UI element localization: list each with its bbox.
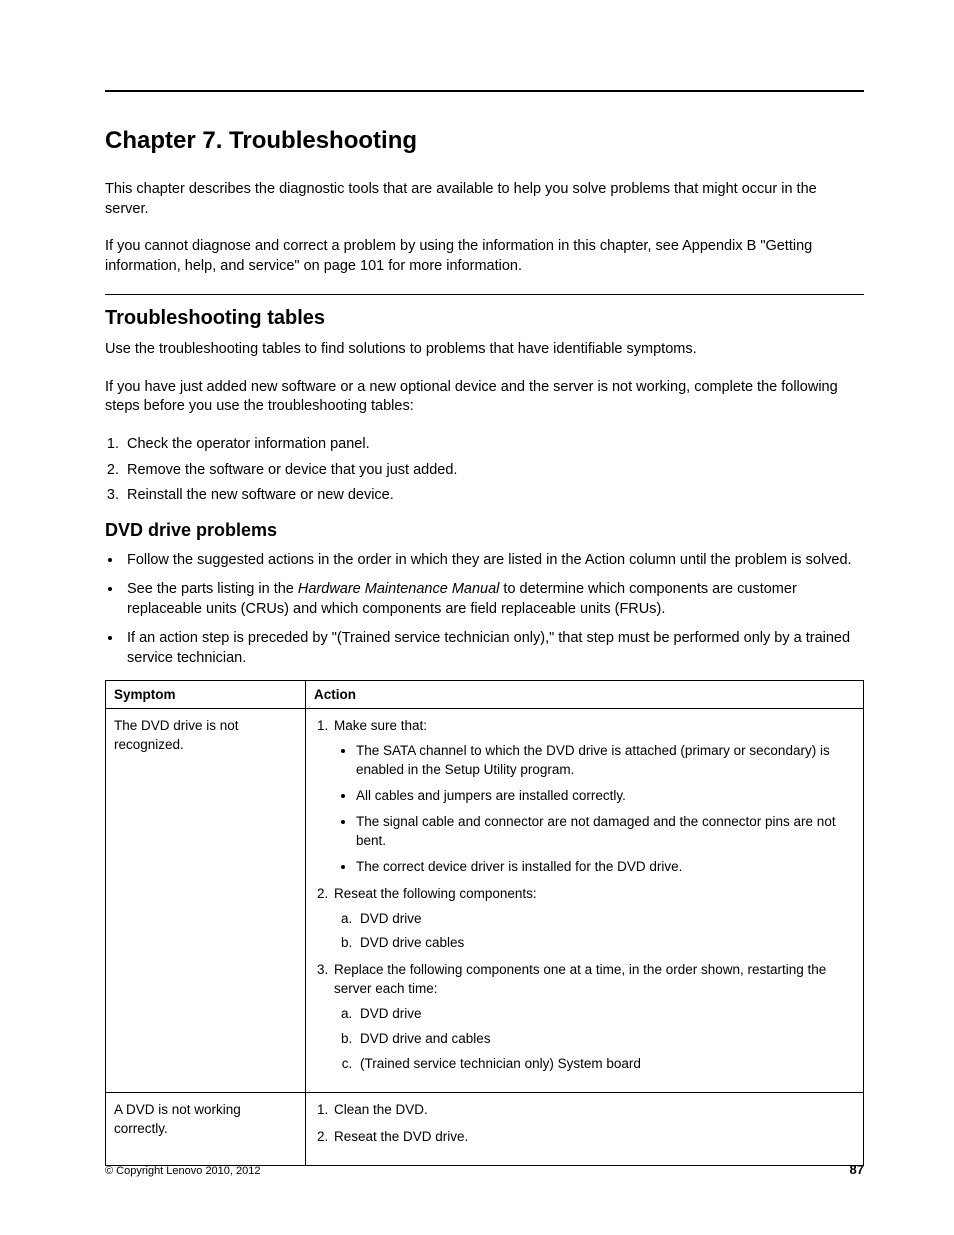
section1-steps-list: Check the operator information panel. Re… [123,435,864,506]
action-sub-letter-item: DVD drive [356,910,855,929]
action-step: Replace the following components one at … [332,961,855,1073]
bullet-text-italic: Hardware Maintenance Manual [298,581,500,597]
action-sub-item: The SATA channel to which the DVD drive … [356,742,855,780]
action-sub-item: The correct device driver is installed f… [356,858,855,877]
section-title-tables: Troubleshooting tables [105,307,864,330]
action-step: Reseat the following components: DVD dri… [332,885,855,954]
action-sub-bullets: The SATA channel to which the DVD drive … [356,742,855,876]
table-header-row: Symptom Action [106,681,864,709]
copyright-text: © Copyright Lenovo 2010, 2012 [105,1165,261,1177]
action-sub-letter-item: DVD drive cables [356,934,855,953]
intro-paragraph-1: This chapter describes the diagnostic to… [105,180,864,219]
bullet-item: Follow the suggested actions in the orde… [123,551,864,571]
table-header-action: Action [306,681,864,709]
section-horizontal-rule [105,294,864,295]
table-header-symptom: Symptom [106,681,306,709]
action-sub-letter-item: DVD drive [356,1005,855,1024]
intro-paragraph-2: If you cannot diagnose and correct a pro… [105,237,864,276]
section1-paragraph-2: If you have just added new software or a… [105,378,864,417]
action-step-lead: Replace the following components one at … [334,962,826,996]
symptom-cell: A DVD is not working correctly. [106,1092,306,1165]
bullet-text-pre: See the parts listing in the [127,581,298,597]
action-step-lead: Make sure that: [334,718,427,733]
troubleshooting-table: Symptom Action The DVD drive is not reco… [105,680,864,1165]
symptom-cell: The DVD drive is not recognized. [106,709,306,1092]
step-item: Reinstall the new software or new device… [123,486,864,506]
section1-paragraph-1: Use the troubleshooting tables to find s… [105,340,864,360]
action-step-lead: Reseat the following components: [334,886,537,901]
chapter-title: Chapter 7. Troubleshooting [105,127,864,155]
action-cell: Make sure that: The SATA channel to whic… [306,709,864,1092]
document-page: Chapter 7. Troubleshooting This chapter … [0,0,954,1216]
action-sub-letters: DVD drive DVD drive cables [356,910,855,954]
action-cell: Clean the DVD. Reseat the DVD drive. [306,1092,864,1165]
action-ordered-list: Clean the DVD. Reseat the DVD drive. [332,1101,855,1147]
table-row: The DVD drive is not recognized. Make su… [106,709,864,1092]
action-step: Reseat the DVD drive. [332,1128,855,1147]
bullet-item: If an action step is preceded by "(Train… [123,629,864,668]
dvd-intro-bullets: Follow the suggested actions in the orde… [123,551,864,669]
page-number: 87 [850,1162,864,1177]
page-footer: © Copyright Lenovo 2010, 2012 87 [105,1162,864,1177]
action-sub-item: All cables and jumpers are installed cor… [356,787,855,806]
action-sub-item: The signal cable and connector are not d… [356,813,855,851]
action-step: Make sure that: The SATA channel to whic… [332,717,855,876]
action-step: Clean the DVD. [332,1101,855,1120]
action-sub-letters: DVD drive DVD drive and cables (Trained … [356,1005,855,1074]
table-row: A DVD is not working correctly. Clean th… [106,1092,864,1165]
bullet-item: See the parts listing in the Hardware Ma… [123,580,864,619]
top-horizontal-rule [105,90,864,92]
step-item: Check the operator information panel. [123,435,864,455]
action-sub-letter-item: (Trained service technician only) System… [356,1055,855,1074]
action-ordered-list: Make sure that: The SATA channel to whic… [332,717,855,1073]
subsection-title-dvd: DVD drive problems [105,520,864,541]
step-item: Remove the software or device that you j… [123,461,864,481]
action-sub-letter-item: DVD drive and cables [356,1030,855,1049]
